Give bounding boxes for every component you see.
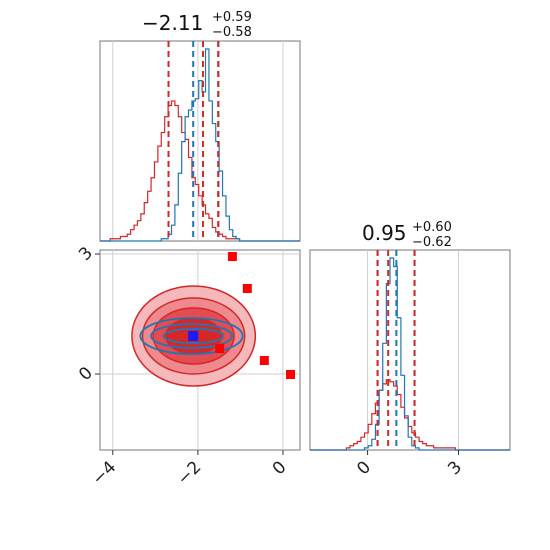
x-tick-label: −2 bbox=[174, 457, 206, 489]
panel-frame bbox=[99, 40, 301, 242]
x-tick-label: −4 bbox=[88, 457, 120, 489]
quantile-lines bbox=[376, 250, 416, 450]
marker-red-square bbox=[286, 370, 295, 379]
title-minus: −0.58 bbox=[212, 25, 252, 40]
y-ticks: 03 bbox=[75, 243, 100, 385]
histograms bbox=[310, 257, 510, 451]
title-value: 0.95 bbox=[362, 221, 407, 245]
panel-bottom-left: −4 −2 0 03 bbox=[75, 243, 301, 489]
marker-red-square bbox=[242, 284, 252, 293]
title-plus: +0.60 bbox=[412, 220, 452, 235]
x-ticks: −4 −2 0 bbox=[88, 450, 291, 489]
grid bbox=[112, 41, 284, 241]
panel-top-left: −2.11 +0.59 −0.58 bbox=[99, 10, 301, 242]
histograms bbox=[100, 48, 300, 242]
panel-frame bbox=[309, 249, 511, 451]
title-value: −2.11 bbox=[142, 11, 203, 35]
x-tick-label: 0 bbox=[353, 457, 375, 479]
contour-blue bbox=[150, 323, 233, 349]
title-plus: +0.59 bbox=[212, 10, 252, 25]
x-tick-label: 3 bbox=[444, 457, 466, 479]
y-tick-label: 0 bbox=[75, 363, 97, 385]
panel-frame bbox=[99, 249, 301, 451]
marker-red-square bbox=[215, 344, 225, 353]
marker-blue-square bbox=[188, 331, 199, 341]
hist-blue bbox=[100, 48, 300, 242]
quantile-lines bbox=[167, 41, 220, 241]
x-tick-label: 0 bbox=[269, 457, 291, 479]
contour-blue bbox=[162, 327, 225, 345]
y-tick-label: 3 bbox=[75, 243, 97, 265]
marker-red-square bbox=[259, 356, 269, 365]
hist-blue bbox=[310, 257, 510, 451]
contour-blue bbox=[139, 317, 244, 355]
grid bbox=[367, 250, 459, 450]
title-minus: −0.62 bbox=[412, 235, 452, 250]
markers bbox=[188, 252, 295, 379]
marker-red-square bbox=[227, 252, 237, 261]
